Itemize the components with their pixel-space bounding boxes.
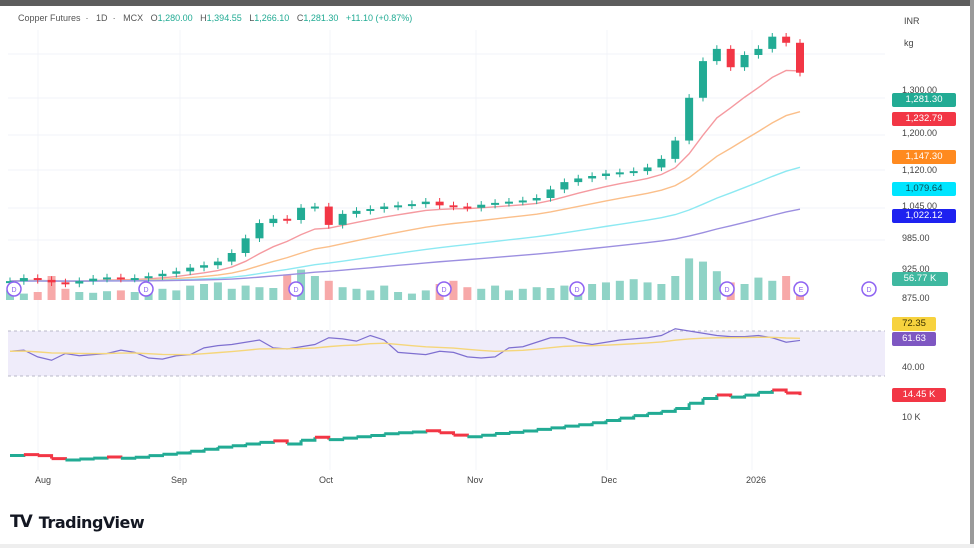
ema-cyan-tag: 1,079.64 [892, 182, 956, 196]
unit-label[interactable]: kg [904, 38, 914, 48]
price-tick: 1,200.00 [902, 128, 938, 138]
window-right-border [970, 0, 974, 548]
price-tick: 1,045.00 [902, 201, 938, 211]
last-price-tag: 1,281.30 [892, 93, 956, 107]
svg-text:D: D [866, 287, 871, 294]
interval[interactable]: 1D [96, 13, 108, 23]
svg-text:D: D [724, 287, 729, 294]
symbol-name[interactable]: Copper Futures [18, 13, 81, 23]
window-top-border [0, 0, 974, 6]
price-tick: 985.00 [902, 233, 930, 243]
price-tick: 925.00 [902, 264, 930, 274]
price-tick: 1,120.00 [902, 165, 938, 175]
tradingview-logo-icon: TV [10, 512, 33, 532]
currency-label[interactable]: INR [904, 16, 920, 26]
x-tick-2026: 2026 [746, 475, 767, 485]
x-tick-oct: Oct [319, 475, 334, 485]
svg-text:D: D [11, 287, 16, 294]
brand-name: TradingView [38, 512, 145, 532]
svg-text:D: D [441, 287, 446, 294]
svg-text:D: D [293, 287, 298, 294]
ohlc-close: C1,281.30 [296, 13, 339, 23]
x-tick-aug: Aug [35, 475, 52, 485]
exchange: MCX [123, 13, 144, 23]
bottom-border [0, 544, 974, 548]
rsi-ma-tag: 72.35 [892, 317, 936, 331]
rsi-tag: 61.63 [892, 332, 936, 346]
obv-tick: 10 K [902, 412, 921, 422]
svg-text:D: D [143, 287, 148, 294]
tradingview-logo[interactable]: TV TradingView [10, 512, 145, 532]
ohlc-low: L1,266.10 [249, 13, 290, 23]
currency-unit-selector[interactable]: INR kg [896, 12, 956, 52]
ema-red-tag: 1,232.79 [892, 112, 956, 126]
x-tick-sep: Sep [171, 475, 188, 485]
ohlc-open: O1,280.00 [150, 13, 193, 23]
svg-text:E: E [799, 287, 804, 294]
price-tick: 875.00 [902, 293, 930, 303]
price-change: +11.10 (+0.87%) [345, 13, 413, 23]
svg-text:D: D [574, 287, 579, 294]
symbol-legend[interactable]: Copper Futures · 1D · MCX O1,280.00 H1,394… [18, 13, 413, 23]
ema-blue-tag: 1,022.12 [892, 209, 956, 223]
rsi-tick: 40.00 [902, 362, 925, 372]
ohlc-high: H1,394.55 [200, 13, 242, 23]
volume-tag: 56.77 K [892, 272, 948, 286]
price-tick: 1,300.00 [902, 85, 938, 95]
x-tick-nov: Nov [467, 475, 484, 485]
ema-orange-tag: 1,147.30 [892, 150, 956, 164]
x-tick-dec: Dec [601, 475, 618, 485]
obv-tag: 14.45 K [892, 388, 946, 402]
